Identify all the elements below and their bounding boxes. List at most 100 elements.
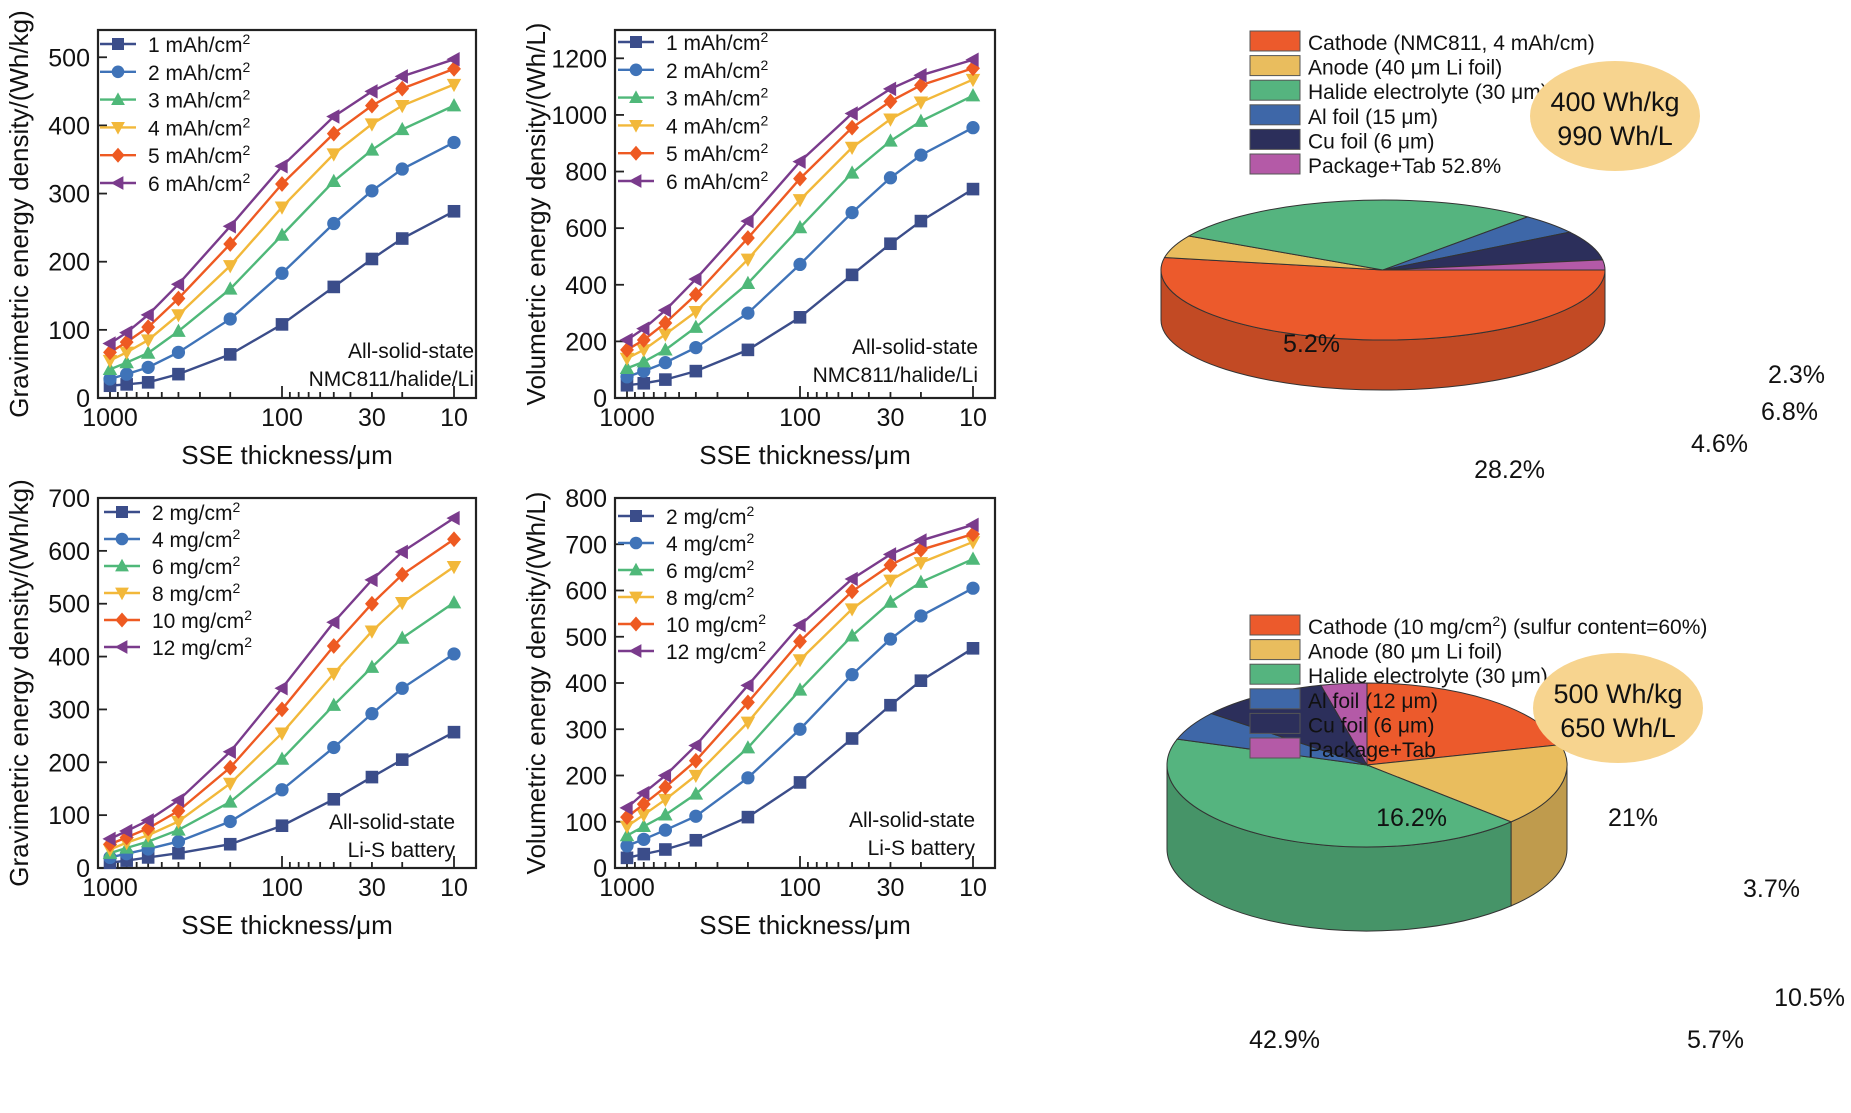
data-point — [326, 638, 341, 654]
data-point — [103, 372, 117, 386]
data-point — [913, 77, 928, 94]
data-point — [793, 170, 807, 187]
legend-swatch — [1249, 30, 1301, 52]
data-point — [636, 809, 652, 823]
series-line-4 — [626, 540, 974, 828]
data-point — [619, 828, 635, 842]
legend-label: 8 mg/cm2 — [152, 580, 241, 606]
data-point — [274, 201, 290, 215]
data-point — [620, 839, 634, 853]
data-point — [845, 205, 859, 220]
x-tick-label: 10 — [959, 404, 987, 432]
data-point — [447, 647, 461, 661]
data-point — [140, 307, 154, 323]
data-point — [326, 697, 342, 711]
data-point — [619, 820, 635, 834]
x-tick-label: 1000 — [599, 874, 655, 902]
legend-marker — [629, 562, 643, 576]
y-tick-label: 0 — [593, 855, 607, 883]
legend-swatch — [1249, 737, 1301, 759]
data-point — [741, 306, 755, 320]
data-point — [913, 574, 929, 588]
series-line-6 — [109, 517, 455, 841]
pie-slice-halide-electrolyte — [1187, 199, 1530, 271]
data-point — [394, 69, 408, 84]
data-point — [119, 334, 134, 350]
data-point — [119, 355, 134, 369]
data-point — [740, 253, 756, 267]
legend-label: Package+Tab 52.8% — [1308, 155, 1501, 178]
data-point — [966, 182, 980, 196]
data-point — [364, 118, 380, 132]
series-line-5 — [626, 532, 974, 819]
legend-marker — [114, 640, 128, 654]
data-point — [636, 785, 650, 801]
data-point — [327, 216, 341, 231]
slice-percent-label: 4.6% — [1691, 430, 1748, 458]
data-point — [447, 135, 461, 150]
legend-label: 3 mAh/cm2 — [666, 85, 769, 111]
legend-marker — [115, 558, 129, 572]
y-tick-label: 500 — [48, 44, 90, 72]
data-point — [793, 776, 807, 789]
legend-label: 6 mg/cm2 — [152, 553, 241, 579]
data-point — [882, 81, 897, 97]
data-point — [446, 510, 460, 526]
y-tick-label: 400 — [48, 644, 90, 672]
chart-a: 0 100 200 300 400 500 1000 100 30 10 SSE thickness… — [4, 10, 478, 470]
legend-label: Al foil (12 μm) — [1308, 690, 1438, 713]
data-point — [740, 716, 756, 730]
data-point — [275, 176, 289, 192]
data-point — [222, 260, 238, 274]
y-tick-label: 600 — [48, 538, 90, 566]
legend-marker — [115, 587, 129, 601]
data-point — [274, 681, 288, 696]
annotation-text: All-solid-state — [348, 340, 474, 363]
data-point — [274, 227, 290, 241]
legend-swatch — [1249, 614, 1301, 636]
x-tick-label: 30 — [358, 404, 386, 432]
data-point — [883, 574, 898, 588]
data-point — [275, 266, 289, 280]
legend-label: Halide electrolyte (30 μm) — [1308, 81, 1548, 104]
data-point — [223, 236, 238, 252]
x-tick-label: 1000 — [82, 404, 138, 432]
slice-percent-label: 5.2% — [1283, 330, 1340, 358]
chart-b: 0 200 400 600 800 1000 1200 1000 100 30 10 SSE thic… — [521, 23, 997, 470]
series-line-5 — [109, 538, 455, 846]
legend-marker — [111, 147, 125, 163]
data-point — [141, 376, 155, 389]
data-point — [141, 319, 156, 336]
data-point — [740, 740, 756, 754]
data-point — [394, 121, 410, 136]
data-point — [883, 133, 898, 147]
x-tick-label: 1000 — [599, 404, 655, 432]
data-point — [913, 68, 927, 83]
data-point — [447, 725, 461, 739]
series-line-2 — [109, 141, 455, 381]
data-point — [688, 319, 704, 333]
data-point — [658, 328, 673, 342]
series-line-3 — [109, 601, 455, 855]
legend-label: 10 mg/cm2 — [666, 611, 766, 637]
legend-marker — [111, 65, 125, 79]
series-line-6 — [626, 523, 974, 809]
y-tick-label: 700 — [565, 531, 607, 559]
data-point — [119, 346, 134, 360]
data-point — [275, 318, 289, 331]
data-point — [845, 119, 860, 136]
data-point — [965, 52, 979, 67]
legend-marker — [629, 536, 643, 550]
data-point — [446, 561, 462, 575]
legend-label: 2 mg/cm2 — [152, 499, 241, 525]
data-point — [446, 52, 460, 67]
legend-label: 1 mAh/cm2 — [666, 29, 769, 55]
data-point — [883, 171, 898, 185]
x-tick-label: 100 — [779, 874, 821, 902]
data-point — [394, 596, 410, 611]
data-point — [364, 625, 380, 639]
data-point — [844, 628, 860, 642]
data-point — [446, 98, 462, 112]
data-point — [636, 344, 652, 358]
